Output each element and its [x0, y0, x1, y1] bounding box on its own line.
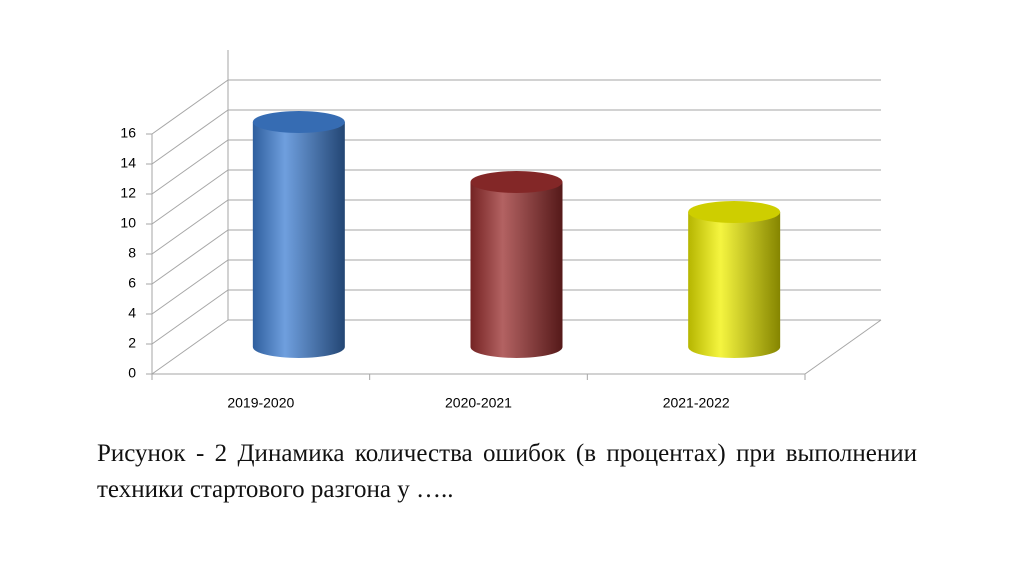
y-tick-label: 8 [128, 245, 136, 261]
grid-line [151, 289, 229, 345]
y-tick-label: 2 [128, 335, 136, 351]
x-tick-label: 2019-2020 [227, 395, 294, 411]
y-tick-label: 12 [120, 185, 136, 201]
y-tick-label: 6 [128, 275, 136, 291]
grid-line [151, 109, 229, 165]
x-tick-label: 2021-2022 [663, 395, 730, 411]
x-tick-label: 2020-2021 [445, 395, 512, 411]
cylinder [252, 111, 345, 358]
y-tick-label: 16 [120, 125, 136, 141]
cylinder-body [470, 182, 563, 358]
cylinder-body [252, 122, 345, 358]
grid-line [151, 229, 229, 285]
cylinder-body [688, 212, 781, 358]
cylinder-top [470, 171, 563, 193]
y-tick-label: 0 [128, 365, 136, 381]
y-tick-label: 4 [128, 305, 136, 321]
grid-line [151, 139, 229, 195]
caption: Рисунок - 2 Динамика количества ошибок (… [97, 440, 917, 503]
floor-edge [804, 319, 882, 375]
grid-line [151, 259, 229, 315]
cylinder-top [688, 201, 781, 223]
grid-line [151, 319, 229, 375]
cylinder-top [252, 111, 345, 133]
cylinder [688, 201, 781, 358]
grid-line [151, 79, 229, 135]
chart: 0 2 4 6 8 10 12 14 16 2019-2020 2020-2021 2021-2022 [120, 50, 882, 411]
grid-line [151, 199, 229, 255]
grid-line [151, 169, 229, 225]
y-tick-label: 14 [120, 155, 136, 171]
cylinder [470, 171, 563, 358]
y-tick-label: 10 [120, 215, 136, 231]
